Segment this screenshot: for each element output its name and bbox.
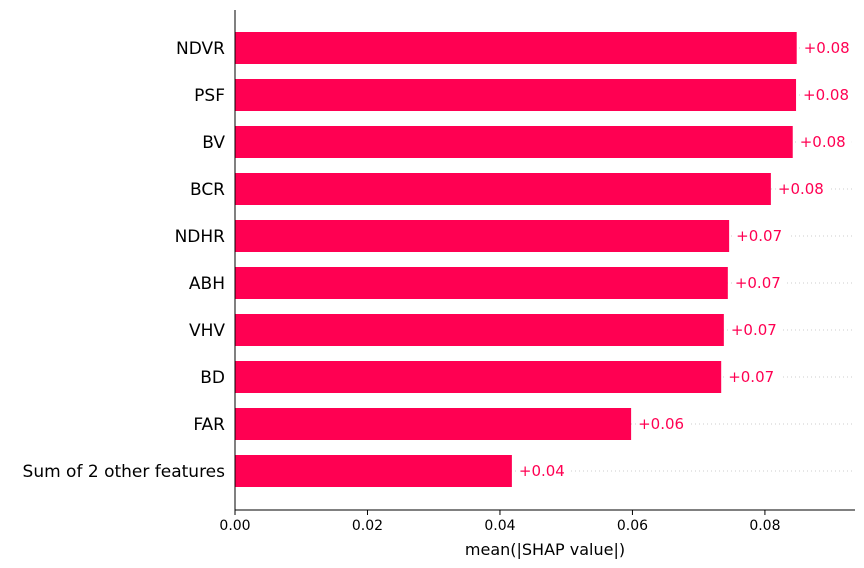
value-label-bg <box>726 367 781 387</box>
y-tick-label: VHV <box>189 321 225 341</box>
x-tick-label: 0.02 <box>352 518 383 534</box>
value-label: +0.08 <box>804 39 850 57</box>
value-label-bg <box>797 132 852 152</box>
y-tick-label: PSF <box>194 86 225 106</box>
x-tick-label: 0.04 <box>484 518 515 534</box>
bar <box>235 220 730 252</box>
value-label-bg <box>636 414 691 434</box>
x-axis-label: mean(|SHAP value|) <box>465 540 625 559</box>
y-tick-label: BCR <box>190 180 225 200</box>
value-label: +0.08 <box>778 180 824 198</box>
y-tick-label: NDHR <box>175 227 226 247</box>
bar <box>235 455 512 487</box>
bar <box>235 79 797 111</box>
bar <box>235 314 724 346</box>
bar <box>235 361 722 393</box>
value-label-bg <box>775 179 830 199</box>
y-tick-label: FAR <box>193 415 225 435</box>
value-label: +0.04 <box>519 462 565 480</box>
value-label: +0.07 <box>735 274 781 292</box>
bar <box>235 32 797 64</box>
y-tick-label: NDVR <box>176 39 225 59</box>
value-label: +0.07 <box>736 227 782 245</box>
y-tick-label: BV <box>202 133 225 153</box>
y-tick-label: ABH <box>189 274 225 294</box>
value-label-bg <box>728 320 783 340</box>
x-tick-label: 0.08 <box>749 518 780 534</box>
value-label: +0.07 <box>731 321 777 339</box>
bar <box>235 126 793 158</box>
value-label: +0.08 <box>800 133 846 151</box>
value-label-bg <box>516 461 571 481</box>
bar <box>235 267 728 299</box>
x-tick-label: 0.00 <box>219 518 250 534</box>
value-label-bg <box>734 226 789 246</box>
value-label-bg <box>801 38 856 58</box>
y-tick-label: BD <box>200 368 225 388</box>
value-label-bg <box>801 85 856 105</box>
y-tick-label: Sum of 2 other features <box>23 462 226 482</box>
bar <box>235 173 771 205</box>
x-tick-label: 0.06 <box>617 518 648 534</box>
bar <box>235 408 632 440</box>
value-label-bg <box>732 273 787 293</box>
value-label: +0.06 <box>638 415 684 433</box>
value-label: +0.07 <box>728 368 774 386</box>
value-label: +0.08 <box>803 86 849 104</box>
